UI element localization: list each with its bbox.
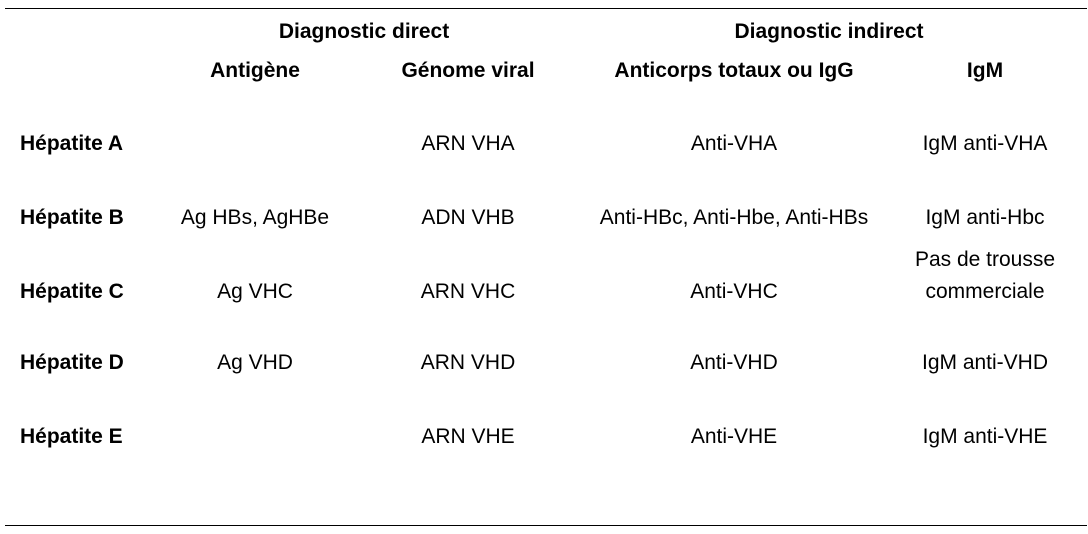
cell-antigen-c: Ag VHC: [217, 280, 293, 303]
cell-genome-c: ARN VHC: [420, 280, 516, 303]
column-header-genome: Génome viral: [401, 59, 535, 82]
column-header-antibodies: Anticorps totaux ou IgG: [614, 59, 854, 82]
cell-genome-d: ARN VHD: [420, 351, 516, 374]
cell-igm-c: Pas de trousse commerciale: [914, 248, 1056, 303]
cell-antibodies-e: Anti-VHE: [690, 425, 778, 448]
column-header-igm: IgM: [966, 59, 1004, 82]
row-header-hepatite-b: Hépatite B: [20, 206, 124, 229]
cell-igm-a: IgM anti-VHA: [922, 132, 1048, 155]
cell-igm-d: IgM anti-VHD: [921, 351, 1049, 374]
column-header-antigen: Antigène: [210, 59, 300, 82]
top-rule: [5, 8, 1087, 9]
cell-genome-e: ARN VHE: [421, 425, 515, 448]
cell-antibodies-d: Anti-VHD: [690, 351, 778, 374]
cell-genome-a: ARN VHA: [421, 132, 515, 155]
cell-igm-b: IgM anti-Hbc: [925, 206, 1045, 229]
group-header-indirect: Diagnostic indirect: [734, 20, 924, 43]
bottom-rule: [5, 525, 1087, 526]
row-header-hepatite-e: Hépatite E: [20, 425, 123, 448]
group-header-direct: Diagnostic direct: [278, 20, 450, 43]
cell-igm-e: IgM anti-VHE: [922, 425, 1048, 448]
cell-genome-b: ADN VHB: [421, 206, 515, 229]
row-header-hepatite-a: Hépatite A: [20, 132, 124, 155]
cell-antibodies-b: Anti-HBc, Anti-Hbe, Anti-HBs: [599, 206, 869, 229]
cell-antigen-d: Ag VHD: [217, 351, 293, 374]
cell-antibodies-a: Anti-VHA: [690, 132, 778, 155]
cell-antibodies-c: Anti-VHC: [690, 280, 778, 303]
cell-antigen-b: Ag HBs, AgHBe: [180, 206, 330, 229]
row-header-hepatite-d: Hépatite D: [20, 351, 124, 374]
row-header-hepatite-c: Hépatite C: [20, 280, 124, 303]
